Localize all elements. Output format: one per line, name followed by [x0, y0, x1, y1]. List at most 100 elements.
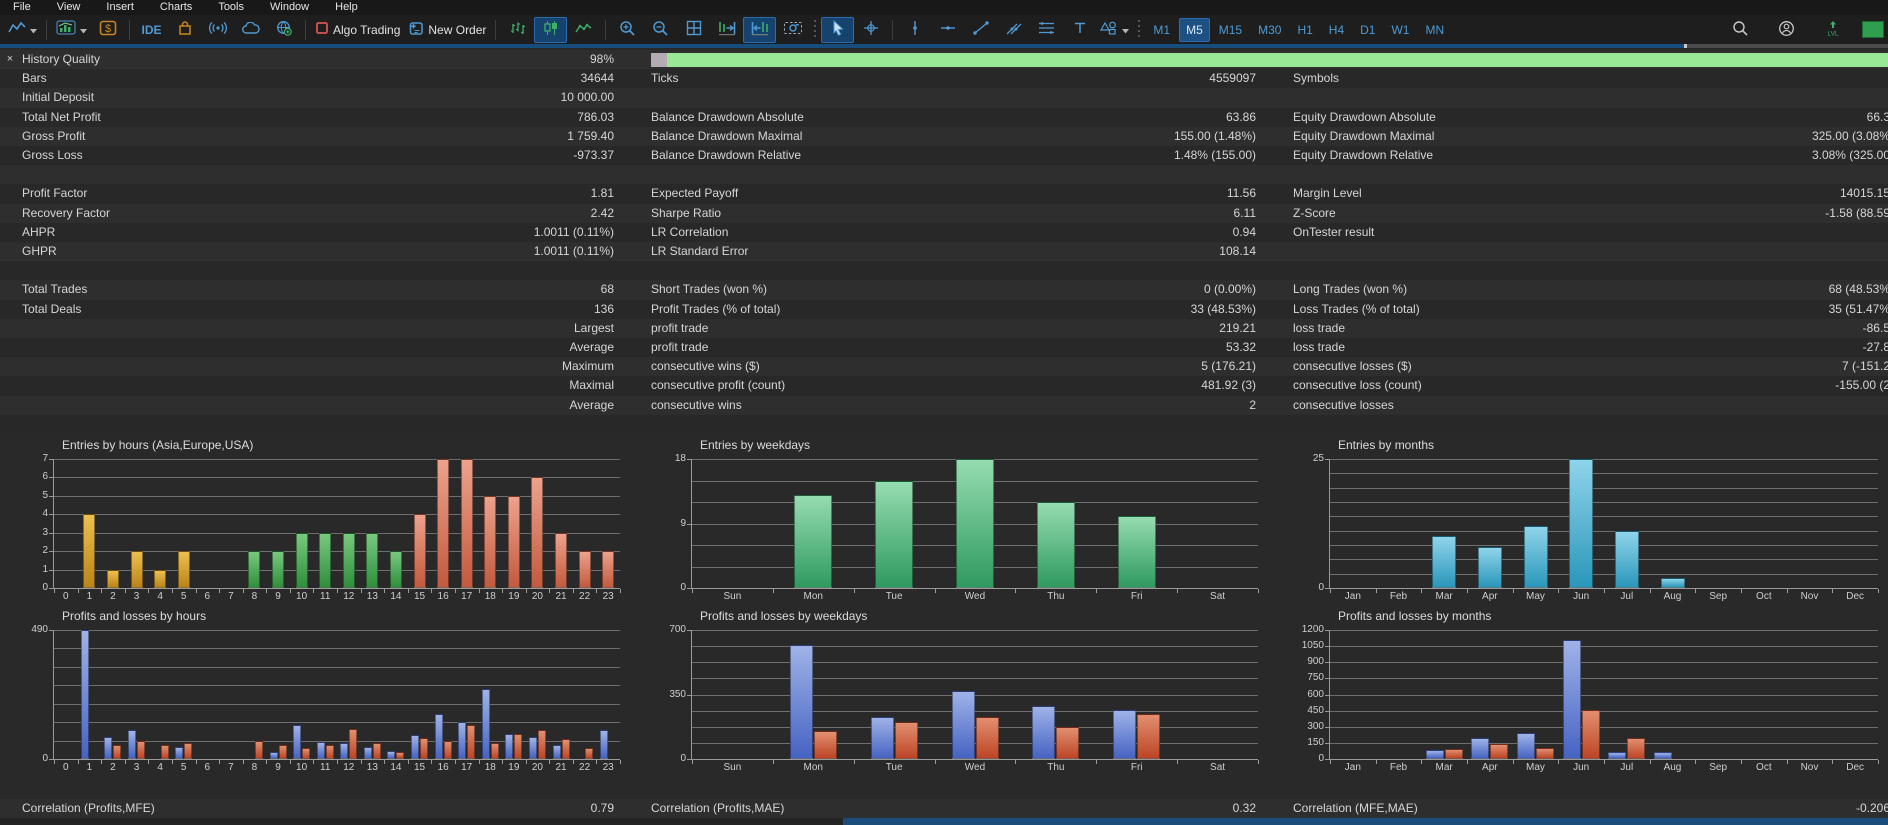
timeframe-m15-button[interactable]: M15: [1212, 18, 1249, 42]
new-order-button[interactable]: New Order: [404, 17, 490, 43]
x-tick-label: 10: [296, 591, 308, 602]
vertical-line-tool-button[interactable]: [898, 17, 931, 43]
metaeditor-ide-label: IDE: [141, 22, 162, 37]
bar: [1032, 705, 1056, 759]
timeframe-m30-button[interactable]: M30: [1251, 18, 1288, 42]
timeframe-m1-button[interactable]: M1: [1146, 18, 1177, 42]
chart-profiles-button[interactable]: [4, 17, 41, 43]
metaeditor-ide-button[interactable]: IDE: [135, 17, 168, 43]
menu-item-tools[interactable]: Tools: [218, 1, 244, 13]
line-mode-button[interactable]: [567, 17, 600, 43]
menu-item-window[interactable]: Window: [270, 1, 310, 13]
stat-label: Total Net Profit: [22, 109, 101, 124]
x-tick-mark: [384, 760, 386, 764]
chart-window-button[interactable]: [52, 17, 91, 43]
signals-button[interactable]: [201, 17, 234, 43]
bar: [389, 551, 402, 588]
bar: [316, 741, 325, 759]
x-tick-mark: [431, 760, 433, 764]
vps-cloud-button[interactable]: [234, 17, 267, 43]
x-tick-label: 23: [602, 762, 614, 773]
tile-windows-button[interactable]: [677, 17, 710, 43]
y-tick-mark: [1325, 726, 1329, 728]
bar: [248, 551, 261, 588]
search-button[interactable]: [1724, 17, 1757, 43]
bars-mode-button[interactable]: [501, 17, 534, 43]
x-tick-label: Mon: [803, 591, 823, 602]
hline-icon: [940, 22, 956, 37]
gridline: [54, 569, 620, 571]
bar: [269, 752, 278, 759]
trendline-tool-button[interactable]: [964, 17, 997, 43]
menu-item-charts[interactable]: Charts: [159, 1, 193, 13]
market-button[interactable]: [168, 17, 201, 43]
cursor-tool-button[interactable]: [821, 16, 855, 43]
menu-item-view[interactable]: View: [56, 1, 81, 13]
algo-trading-button[interactable]: Algo Trading: [311, 17, 404, 43]
zoom-in-button[interactable]: [611, 17, 644, 43]
community-button[interactable]: [267, 17, 300, 43]
levels-button[interactable]: LVL: [1816, 17, 1849, 43]
crosshair-tool-button[interactable]: [854, 17, 887, 43]
timeframe-d1-button[interactable]: D1: [1353, 18, 1382, 42]
timeframe-h1-button[interactable]: H1: [1290, 18, 1319, 42]
menu-item-insert[interactable]: Insert: [106, 1, 134, 13]
gridline: [54, 703, 620, 705]
menu-item-help[interactable]: Help: [335, 1, 358, 13]
gridline: [692, 742, 1258, 744]
deposit-button[interactable]: $: [91, 17, 124, 43]
bar: [1425, 749, 1444, 759]
stat-value: -0.206: [1855, 800, 1888, 815]
timeframe-h4-button[interactable]: H4: [1322, 18, 1351, 42]
menu-item-file[interactable]: File: [13, 1, 31, 13]
x-tick-label: Tue: [885, 762, 903, 773]
zoom-out-button[interactable]: [644, 17, 677, 43]
x-tick-label: 4: [157, 762, 163, 773]
stat-value: 1.81: [590, 186, 614, 201]
close-report-button[interactable]: ×: [6, 53, 14, 65]
tile-icon: [686, 20, 702, 39]
x-tick-label: 23: [602, 591, 614, 602]
stat-label: consecutive wins ($): [651, 359, 760, 374]
x-tick-label: 2: [110, 591, 116, 602]
y-tick-mark: [687, 630, 691, 631]
text-tool-button[interactable]: [1063, 17, 1096, 43]
bar: [113, 744, 122, 759]
x-tick-mark: [171, 760, 173, 764]
auto-scroll-button[interactable]: [743, 16, 777, 43]
y-tick-mark: [1325, 588, 1329, 589]
toolbar-separator: [46, 19, 47, 40]
bar: [175, 747, 184, 759]
x-tick-mark: [502, 589, 504, 593]
channel-tool-button[interactable]: [997, 17, 1030, 43]
table-row: Initial Deposit 10 000.00: [0, 88, 1888, 108]
gridline: [54, 495, 620, 497]
x-tick-label: Wed: [964, 762, 986, 773]
shapes-tool-button[interactable]: [1096, 17, 1133, 43]
x-tick-label: Apr: [1482, 762, 1498, 773]
screenshot-button[interactable]: [776, 17, 809, 43]
x-tick-mark: [289, 760, 291, 764]
table-row: Profit Factor 1.81 Expected Payoff 11.56 Mar…: [0, 184, 1888, 204]
timeframe-m5-button[interactable]: M5: [1179, 17, 1210, 42]
account-button[interactable]: [1770, 17, 1803, 43]
stat-label: Balance Drawdown Relative: [651, 148, 802, 162]
x-tick-label: 15: [413, 762, 426, 773]
x-axis: [691, 588, 1258, 589]
horizontal-line-tool-button[interactable]: [931, 17, 964, 43]
timeframe-mn-button[interactable]: MN: [1418, 18, 1451, 42]
x-tick-label: Fri: [1130, 591, 1143, 602]
y-axis: [53, 459, 54, 589]
x-tick-label: 9: [275, 762, 281, 773]
x-tick-mark: [1604, 760, 1605, 764]
timeframe-w1-button[interactable]: W1: [1384, 18, 1416, 42]
x-tick-mark: [1467, 589, 1468, 593]
shift-chart-end-button[interactable]: [710, 17, 743, 43]
x-tick-mark: [407, 589, 409, 593]
y-tick-label: 7: [42, 453, 48, 464]
panel-splitter-handle[interactable]: [1684, 44, 1687, 48]
y-axis: [1329, 459, 1330, 589]
fibo-tool-button[interactable]: [1030, 17, 1063, 43]
candles-mode-button[interactable]: [534, 16, 568, 43]
x-tick-label: 19: [508, 591, 520, 602]
